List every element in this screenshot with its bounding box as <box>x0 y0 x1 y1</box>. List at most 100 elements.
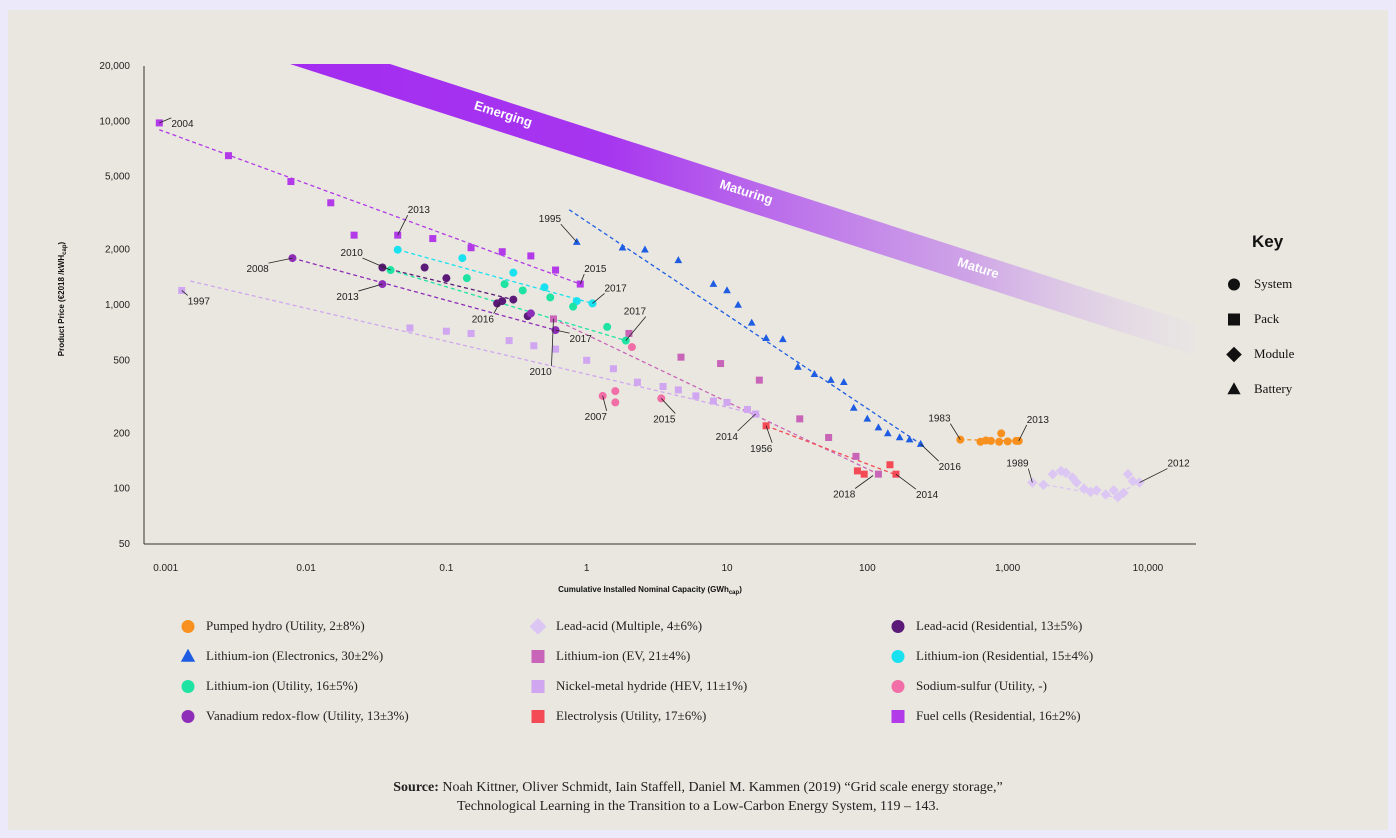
legend-swatch <box>530 618 546 634</box>
legend-item: Lithium-ion (EV, 21±4%) <box>530 646 890 666</box>
annotation-leader <box>592 293 605 304</box>
annotation-leader <box>949 423 961 440</box>
key-item-pack: Pack <box>1226 301 1294 336</box>
annotation-label: 2007 <box>585 412 608 423</box>
legend-swatch <box>180 648 196 662</box>
diamond-icon <box>1226 346 1242 362</box>
data-point <box>883 429 892 437</box>
series-legend: Pumped hydro (Utility, 2±8%) Lead-acid (M… <box>180 616 1200 726</box>
data-point <box>327 199 335 207</box>
legend-swatch <box>891 680 905 693</box>
legend-label: Sodium-sulfur (Utility, -) <box>916 678 1047 693</box>
data-point <box>498 248 506 256</box>
triangle-icon <box>180 648 196 662</box>
annotation-label: 2004 <box>171 119 194 130</box>
data-point <box>810 370 819 378</box>
data-point <box>1027 477 1038 488</box>
data-point <box>500 280 509 289</box>
annotation-label: 2013 <box>1027 415 1050 426</box>
annotation-leader <box>854 475 874 489</box>
data-point <box>1003 437 1012 446</box>
data-point <box>467 329 475 337</box>
square-icon <box>1228 313 1240 325</box>
data-point <box>1047 468 1059 480</box>
y-axis-title: Product Price (€2018 /kWHcap) <box>57 241 68 356</box>
trend-line <box>292 257 556 331</box>
annotation-label: 2017 <box>624 307 647 318</box>
data-point <box>849 403 858 411</box>
key-item-system: System <box>1226 266 1294 301</box>
annotation-leader <box>181 290 188 296</box>
y-tick-label: 200 <box>113 428 130 439</box>
key-item-battery: Battery <box>1226 371 1294 406</box>
key-item-label: Battery <box>1254 380 1293 396</box>
trend-line <box>765 425 899 477</box>
square-icon <box>531 710 545 723</box>
annotation-leader <box>159 117 172 124</box>
x-tick-label: 1 <box>584 563 590 574</box>
annotation-leader <box>660 398 676 414</box>
trend-lines <box>159 129 1140 498</box>
annotation-leader <box>1018 424 1028 442</box>
annotation-leader <box>362 257 391 271</box>
annotation-label: 1989 <box>1006 459 1029 470</box>
legend-swatch <box>181 710 195 723</box>
data-point <box>633 378 641 386</box>
annotation-label: 1956 <box>750 444 773 455</box>
data-point <box>505 337 513 345</box>
x-axis-title: Cumulative Installed Nominal Capacity (G… <box>558 585 742 596</box>
legend-item: Pumped hydro (Utility, 2±8%) <box>180 616 530 636</box>
circle-icon <box>181 680 195 693</box>
data-point <box>1071 477 1082 488</box>
legend-swatch <box>891 710 905 723</box>
data-point <box>755 376 763 384</box>
x-tick-label: 100 <box>859 563 876 574</box>
legend-item: Lithium-ion (Electronics, 30±2%) <box>180 646 530 666</box>
legend-label: Electrolysis (Utility, 17±6%) <box>556 708 707 723</box>
legend-swatch <box>891 650 905 663</box>
data-point <box>886 461 894 469</box>
annotation-label: 2018 <box>833 489 856 500</box>
source-line-2: Technological Learning in the Transition… <box>457 799 939 814</box>
circle-icon <box>181 620 195 633</box>
legend-swatch <box>181 680 195 693</box>
data-point <box>778 335 787 343</box>
data-point <box>1100 489 1111 500</box>
data-point <box>526 309 535 318</box>
annotation-leader <box>493 302 501 314</box>
data-point <box>863 414 872 422</box>
y-tick-label: 500 <box>113 355 130 366</box>
data-point <box>747 318 756 326</box>
legend-swatch <box>531 680 545 693</box>
legend-item: Lead-acid (Multiple, 4±6%) <box>530 616 890 636</box>
source-line-1: Noah Kittner, Oliver Schmidt, Iain Staff… <box>438 780 1003 795</box>
annotation-leader <box>895 473 917 490</box>
data-point <box>1122 468 1134 480</box>
data-point <box>569 302 578 311</box>
x-tick-label: 10,000 <box>1133 563 1164 574</box>
data-point <box>627 343 636 352</box>
annotation-label: 2008 <box>246 264 269 275</box>
data-point <box>467 244 475 252</box>
data-point <box>462 274 471 283</box>
data-point <box>540 283 549 292</box>
key-panel: Key System Pack Module Battery <box>1226 232 1294 406</box>
data-point <box>498 297 507 306</box>
legend-item: Nickel-metal hydride (HEV, 11±1%) <box>530 676 890 696</box>
data-point <box>442 274 451 283</box>
data-point <box>1127 475 1139 487</box>
data-point <box>611 387 620 396</box>
legend-label: Nickel-metal hydride (HEV, 11±1%) <box>556 678 748 693</box>
data-point <box>827 375 835 383</box>
trend-line <box>390 269 626 342</box>
data-point <box>393 245 402 254</box>
annotation-label: 2016 <box>939 462 962 473</box>
data-point <box>603 322 612 331</box>
data-point <box>1108 485 1119 496</box>
legend-label: Vanadium redox-flow (Utility, 13±3%) <box>206 708 409 723</box>
annotation-label: 2013 <box>336 292 359 303</box>
annotation-leader <box>358 283 383 292</box>
data-point <box>552 345 560 353</box>
annotation-label: 2010 <box>341 248 364 259</box>
maturity-band-shape <box>290 64 1196 356</box>
